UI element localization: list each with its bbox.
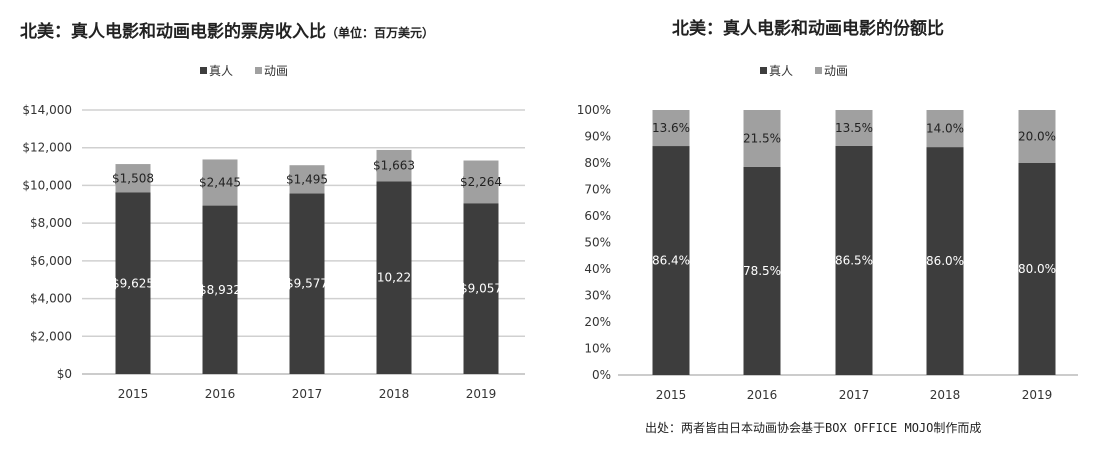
bar-animation xyxy=(115,164,151,193)
bar-live-action xyxy=(743,166,781,375)
y-tick-label: 70% xyxy=(584,183,611,197)
x-tick-label: 2018 xyxy=(930,388,961,402)
data-label: $10,220 xyxy=(369,271,419,285)
data-label: $8,932 xyxy=(199,283,241,297)
y-tick-label: $4,000 xyxy=(30,292,72,306)
y-tick-label: $12,000 xyxy=(22,141,72,155)
data-label: 13.5% xyxy=(835,121,873,135)
x-tick-label: 2016 xyxy=(205,387,236,401)
bar-live-action xyxy=(115,192,151,374)
bar-animation xyxy=(835,110,873,146)
bar-live-action xyxy=(202,205,238,374)
bar-animation xyxy=(743,110,781,167)
y-tick-label: 20% xyxy=(584,315,611,329)
data-label: $9,057 xyxy=(460,282,502,296)
y-tick-label: 90% xyxy=(584,130,611,144)
legend-label: 动画 xyxy=(264,64,288,78)
data-label: $9,625 xyxy=(112,276,154,290)
y-tick-label: $10,000 xyxy=(22,178,72,192)
bar-live-action xyxy=(1018,163,1056,375)
bar-live-action xyxy=(652,146,690,375)
right-chart-title: 北美：真人电影和动画电影的份额比 xyxy=(672,18,944,39)
bar-animation xyxy=(376,149,412,182)
y-tick-label: $2,000 xyxy=(30,329,72,343)
data-label: 78.5% xyxy=(743,264,781,278)
data-label: $1,663 xyxy=(373,159,415,173)
bar-live-action xyxy=(926,147,964,375)
legend-label: 动画 xyxy=(824,64,848,78)
x-tick-label: 2016 xyxy=(747,388,778,402)
data-label: 86.5% xyxy=(835,253,873,267)
y-tick-label: $6,000 xyxy=(30,254,72,268)
data-label: 13.6% xyxy=(652,121,690,135)
bar-live-action xyxy=(835,145,873,375)
bar-animation xyxy=(1018,110,1056,163)
source-note: 出处：两者皆由日本动画协会基于BOX OFFICE MOJO制作而成 xyxy=(645,420,981,435)
x-tick-label: 2015 xyxy=(656,388,687,402)
x-tick-label: 2015 xyxy=(118,387,149,401)
y-tick-label: 100% xyxy=(577,103,611,117)
legend-swatch xyxy=(815,67,822,74)
y-tick-label: 60% xyxy=(584,209,611,223)
bar-live-action xyxy=(289,193,325,374)
y-tick-label: $14,000 xyxy=(22,103,72,117)
bar-animation xyxy=(463,160,499,204)
right-chart: 0% 10% 20% 30% 40% 50% 60% 70% 80% 90% 100% 2015 86.… xyxy=(577,64,1078,402)
y-tick-label: 80% xyxy=(584,156,611,170)
legend-label: 真人 xyxy=(209,64,233,78)
data-label: $1,508 xyxy=(112,171,154,185)
x-tick-label: 2019 xyxy=(1022,388,1053,402)
data-label: 86.0% xyxy=(926,254,964,268)
bar-animation xyxy=(202,159,238,206)
data-label: $2,445 xyxy=(199,176,241,190)
left-chart-title: 北美：真人电影和动画电影的票房收入比（单位：百万美元） xyxy=(20,21,434,42)
y-tick-label: 30% xyxy=(584,289,611,303)
bar-live-action xyxy=(376,181,412,374)
bar-animation xyxy=(926,110,964,148)
data-label: 21.5% xyxy=(743,131,781,145)
y-tick-label: 50% xyxy=(584,236,611,250)
legend-swatch xyxy=(200,67,207,74)
x-tick-label: 2017 xyxy=(839,388,870,402)
data-label: $9,577 xyxy=(286,277,328,291)
data-label: $2,264 xyxy=(460,175,502,189)
y-tick-label: $0 xyxy=(57,367,72,381)
y-tick-label: 10% xyxy=(584,342,611,356)
data-label: 86.4% xyxy=(652,254,690,268)
bar-animation xyxy=(289,165,325,194)
x-tick-label: 2019 xyxy=(466,387,497,401)
x-tick-label: 2017 xyxy=(292,387,323,401)
legend-swatch xyxy=(255,67,262,74)
x-tick-label: 2018 xyxy=(379,387,410,401)
bar-live-action xyxy=(463,203,499,374)
data-label: $1,495 xyxy=(286,172,328,186)
data-label: 14.0% xyxy=(926,122,964,136)
y-tick-label: 40% xyxy=(584,262,611,276)
bar-animation xyxy=(652,110,690,147)
legend-label: 真人 xyxy=(769,64,793,78)
data-label: 20.0% xyxy=(1018,130,1056,144)
legend-swatch xyxy=(760,67,767,74)
y-tick-label: 0% xyxy=(592,368,611,382)
y-tick-label: $8,000 xyxy=(30,216,72,230)
left-chart: $0 $2,000 $4,000 $6,000 $8,000 $10,000 $12,000… xyxy=(22,64,525,401)
data-label: 80.0% xyxy=(1018,262,1056,276)
